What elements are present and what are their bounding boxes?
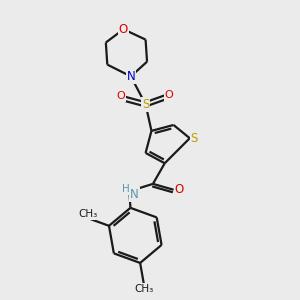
Text: S: S [190, 132, 198, 145]
Text: CH₃: CH₃ [134, 284, 153, 293]
Text: H: H [122, 184, 130, 194]
Text: O: O [165, 90, 173, 100]
Text: CH₃: CH₃ [79, 209, 98, 219]
Text: O: O [119, 23, 128, 36]
Text: N: N [127, 70, 135, 83]
Text: O: O [175, 183, 184, 196]
Text: O: O [116, 91, 125, 101]
Text: N: N [130, 188, 139, 201]
Text: S: S [142, 98, 149, 111]
